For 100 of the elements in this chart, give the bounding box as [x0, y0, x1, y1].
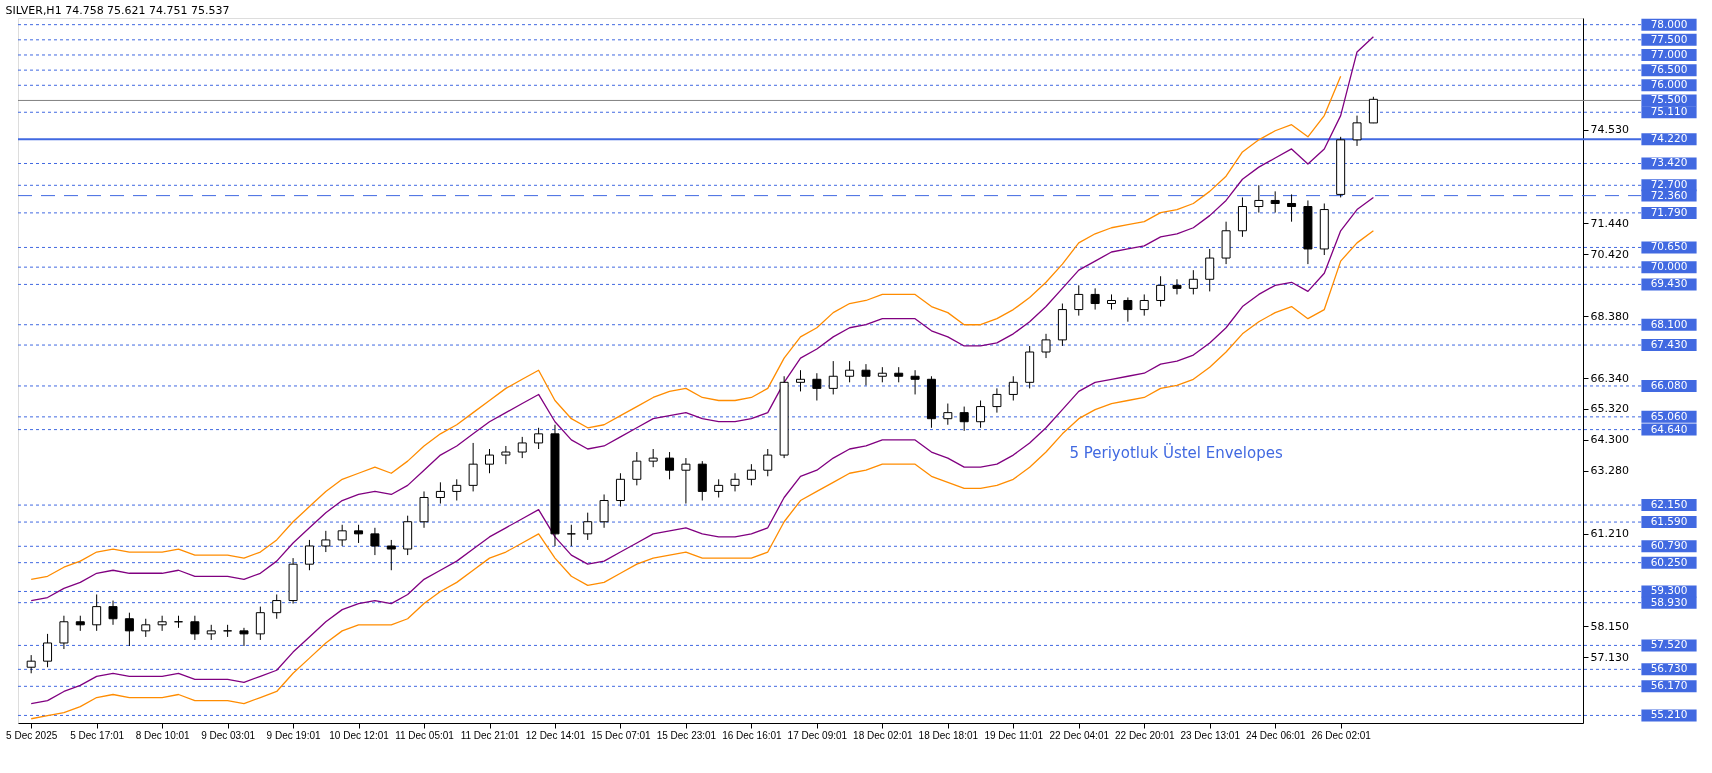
candlestick [910, 369, 920, 395]
x-tick-label: 18 Dec 18:01 [918, 729, 979, 741]
x-tick-label: 10 Dec 12:01 [329, 729, 390, 741]
candlestick [730, 472, 740, 492]
candlestick [501, 445, 511, 465]
y-tick-label: 63.280 [1590, 464, 1629, 478]
x-tick-label: 11 Dec 05:01 [395, 729, 455, 741]
y-tick-label: 70.420 [1590, 247, 1629, 261]
ref-line-label: 70.000 [1650, 260, 1688, 273]
ref-line-label: 76.000 [1650, 78, 1688, 91]
candlestick [1008, 375, 1018, 402]
y-tick-label: 71.440 [1590, 217, 1629, 230]
x-tick-label: 5 Dec 17:01 [70, 729, 125, 741]
candlestick [354, 524, 364, 544]
x-tick-label: 9 Dec 19:01 [266, 729, 321, 741]
ref-line-label: 78.000 [1650, 17, 1688, 30]
x-tick-label: 19 Dec 11:01 [984, 729, 1044, 741]
candlestick [1270, 190, 1280, 214]
x-tick-label: 22 Dec 04:01 [1049, 729, 1110, 741]
ref-line-label: 60.250 [1650, 555, 1688, 568]
ref-line-label: 74.220 [1650, 132, 1688, 145]
annotation: 5 Periyotluk Üstel Envelopes [1069, 442, 1283, 462]
candlestick [992, 387, 1002, 414]
candlestick [239, 627, 249, 647]
candlestick [746, 463, 756, 486]
candlestick [1188, 269, 1198, 295]
x-tick-label: 11 Dec 21:01 [460, 729, 520, 741]
candlestick [763, 448, 773, 477]
ref-line-label: 72.700 [1650, 178, 1688, 191]
x-tick-label: 24 Dec 06:01 [1245, 729, 1306, 741]
x-tick-label: 22 Dec 20:01 [1114, 729, 1175, 741]
candlestick [108, 600, 118, 626]
ref-line-label: 77.500 [1650, 32, 1688, 45]
x-tick-label: 9 Dec 03:01 [201, 729, 256, 741]
candlestick [1352, 115, 1362, 147]
candlestick [157, 615, 167, 632]
ref-line-label: 75.110 [1650, 105, 1688, 118]
candlestick [681, 457, 691, 505]
candlestick [386, 539, 396, 571]
candlestick [304, 539, 314, 571]
candlestick [321, 530, 331, 553]
x-tick-label: 15 Dec 07:01 [591, 729, 652, 741]
candlestick [1156, 275, 1166, 308]
candlestick [943, 403, 953, 426]
candlestick [452, 478, 462, 502]
y-tick-label: 64.300 [1590, 433, 1629, 447]
candlestick [828, 360, 838, 395]
candlestick [1041, 333, 1051, 359]
candlestick [566, 524, 576, 547]
ref-line-label: 75.500 [1650, 93, 1688, 106]
ref-line-label: 68.100 [1650, 317, 1688, 330]
x-tick-label: 26 Dec 02:01 [1311, 729, 1372, 741]
candlestick [615, 472, 625, 508]
y-tick-label: 57.130 [1590, 650, 1629, 664]
chart-title: SILVER,H1 74.758 75.621 74.751 75.537 [5, 4, 230, 17]
candlestick [517, 436, 527, 459]
candlestick [26, 654, 36, 674]
candlestick [190, 615, 200, 641]
candlestick [1287, 193, 1297, 223]
ref-line-label: 55.210 [1650, 708, 1688, 721]
ref-line-label: 62.150 [1650, 498, 1688, 511]
candlestick [485, 448, 494, 474]
candlestick [1368, 96, 1378, 124]
candlestick [665, 451, 675, 480]
y-tick-label: 58.150 [1590, 619, 1629, 633]
ref-line-label: 70.650 [1650, 240, 1688, 253]
ref-line-label: 72.360 [1650, 188, 1688, 201]
candlestick [714, 478, 724, 498]
candlestick [468, 442, 478, 492]
y-tick-label: 74.530 [1590, 123, 1629, 137]
ref-line-label: 56.170 [1650, 679, 1688, 692]
ref-line-label: 58.930 [1650, 595, 1688, 608]
y-tick-label: 68.380 [1590, 309, 1629, 323]
ref-line-label: 65.060 [1650, 409, 1688, 422]
ref-line-label: 61.590 [1650, 515, 1688, 528]
ref-line-label: 64.640 [1650, 422, 1688, 435]
candlestick [976, 400, 986, 429]
candlestick [124, 612, 134, 647]
x-tick-label: 12 Dec 14:01 [525, 729, 586, 741]
candlestick [534, 427, 544, 450]
ref-line-label: 71.790 [1650, 205, 1688, 218]
ref-line-label: 60.790 [1650, 539, 1688, 552]
ref-line-label: 56.730 [1650, 662, 1688, 675]
x-tick-label: 5 Dec 2025 [6, 729, 58, 741]
candlestick [435, 481, 445, 505]
candlestick [1090, 287, 1100, 311]
candlestick [1254, 184, 1264, 214]
ref-line-label: 66.080 [1650, 378, 1688, 391]
ref-line-label: 59.300 [1650, 584, 1688, 597]
ref-line-label: 69.430 [1650, 277, 1688, 290]
candlestick [812, 372, 822, 402]
candlestick [861, 363, 871, 386]
candlestick [1139, 293, 1149, 317]
ref-line-label: 76.500 [1650, 63, 1688, 76]
candlestick [599, 493, 609, 529]
ref-line-label: 57.520 [1650, 638, 1688, 651]
candlestick [337, 524, 347, 547]
y-tick-label: 65.320 [1590, 402, 1629, 416]
candlestick [141, 618, 151, 638]
candlestick [370, 527, 380, 556]
